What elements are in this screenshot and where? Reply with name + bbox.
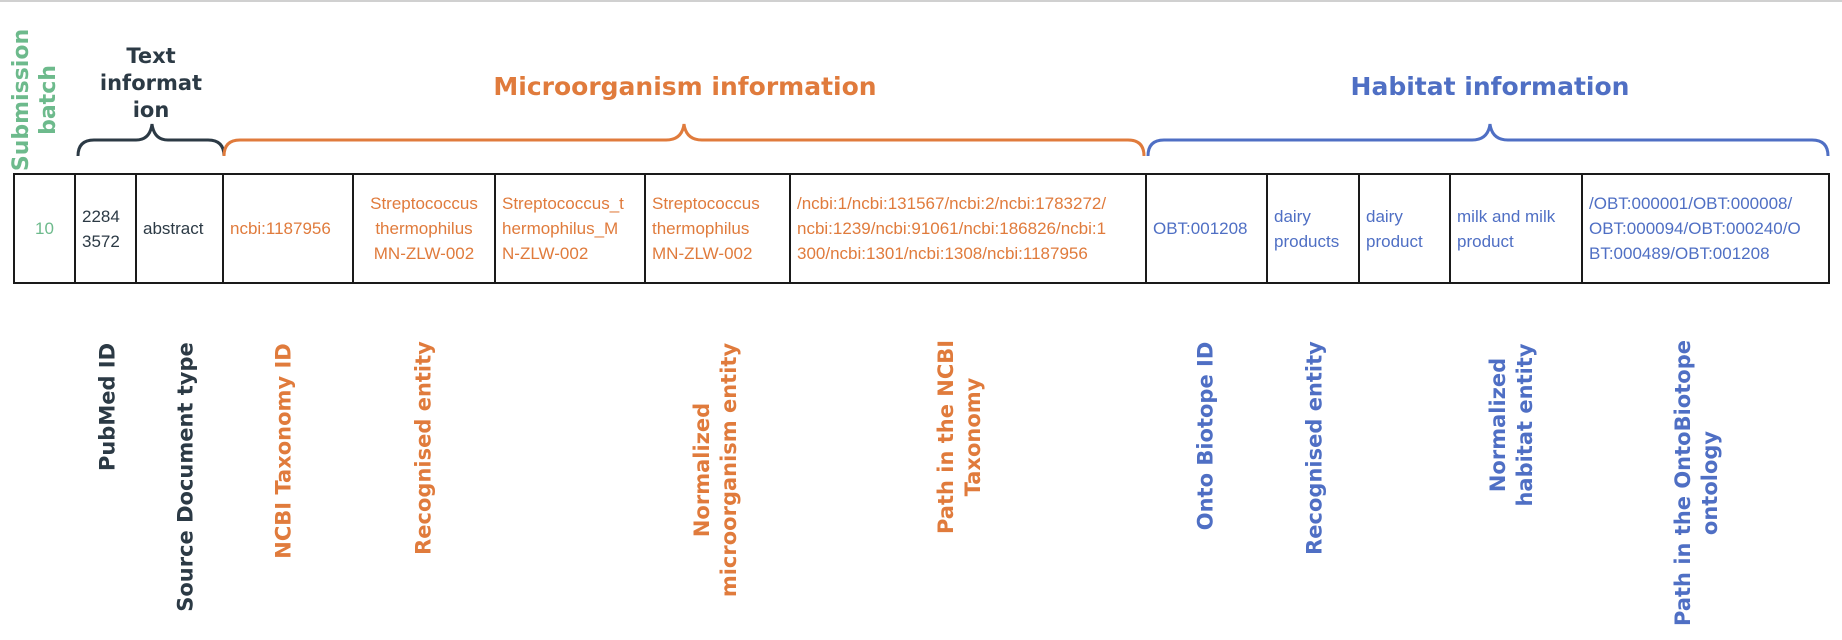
cell-ontobiotope-path: /OBT:000001/OBT:000008/ OBT:000094/OBT:0… <box>1581 173 1830 284</box>
brace-microorganism-information <box>222 123 1146 157</box>
table-row: 10 2284 3572 abstract ncbi:1187956 Strep… <box>13 173 1830 284</box>
label-recognised-entity-habitat: Recognised entity <box>1302 341 1327 555</box>
cell-normalized-habitat: milk and milk product <box>1449 173 1583 284</box>
label-recognised-entity-micro: Recognised entity <box>411 341 436 555</box>
label-normalized-habitat-entity: Normalized habitat entity <box>1486 343 1537 507</box>
cell-pubmed-id: 2284 3572 <box>74 173 137 284</box>
label-source-document-type: Source Document type <box>173 342 198 612</box>
microorganism-information-heading: Microorganism information <box>493 72 877 101</box>
cell-batch: 10 <box>13 173 76 284</box>
label-ncbi-taxonomy-id: NCBI Taxonomy ID <box>271 343 296 559</box>
cell-normalized-microorganism: Streptococcus thermophilus MN-ZLW-002 <box>644 173 791 284</box>
text-information-heading: Text informat ion <box>99 44 203 122</box>
cell-ontobiotope-id: OBT:001208 <box>1145 173 1268 284</box>
cell-recognised-microorganism: Streptococcus thermophilus MN-ZLW-002 <box>352 173 496 284</box>
brace-text-information <box>76 123 226 157</box>
habitat-information-heading: Habitat information <box>1350 72 1630 101</box>
label-path-ontobiotope: Path in the OntoBiotope ontology <box>1671 340 1722 626</box>
cell-ncbi-path: /ncbi:1/ncbi:131567/ncbi:2/ncbi:1783272/… <box>789 173 1147 284</box>
label-onto-biotope-id: Onto Biotope ID <box>1193 341 1218 531</box>
cell-ncbi-taxonomy-id: ncbi:1187956 <box>222 173 354 284</box>
label-path-ncbi-taxonomy: Path in the NCBI Taxonomy <box>934 339 985 535</box>
cell-recognised-habitat: dairy products <box>1266 173 1360 284</box>
cell-document-type: abstract <box>135 173 224 284</box>
brace-habitat-information <box>1146 123 1830 157</box>
label-pubmed-id: PubMed ID <box>95 342 120 472</box>
group-braces <box>76 123 1830 157</box>
cell-habitat-lemma: dairy product <box>1358 173 1451 284</box>
cell-normalized-microorganism-identifier: Streptococcus_t hermophilus_M N-ZLW-002 <box>494 173 646 284</box>
annotation-table: 10 2284 3572 abstract ncbi:1187956 Strep… <box>13 173 1830 284</box>
label-normalized-microorganism-entity: Normalized microorganism entity <box>690 342 741 598</box>
top-border-line <box>0 0 1842 2</box>
submission-batch-heading: Submission batch <box>9 28 61 172</box>
